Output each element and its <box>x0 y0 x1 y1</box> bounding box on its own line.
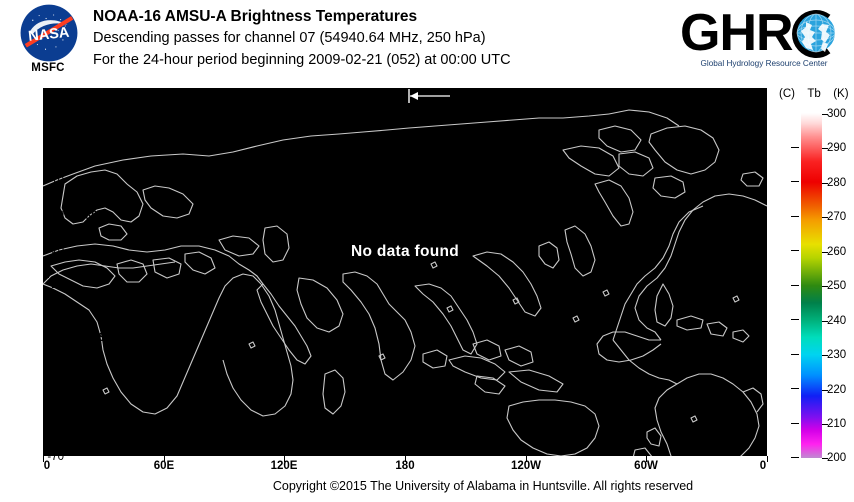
cb-left-label-20: 20 <box>51 141 64 153</box>
nasa-center-label: MSFC <box>31 62 65 74</box>
ghrc-logo: GHR Global Hydrology Resource Center <box>680 4 846 78</box>
nasa-meatball-icon: NASA <box>20 4 78 62</box>
map-panel: No data found <box>43 88 767 456</box>
cb-right-label-240: 240 <box>827 315 847 327</box>
svg-text:NASA: NASA <box>28 25 71 45</box>
cb-left-tick-m30 <box>791 319 799 320</box>
cb-right-tick-230 <box>822 355 828 356</box>
x-label-60E: 60E <box>153 460 175 472</box>
cb-right-tick-270 <box>822 217 828 218</box>
y-label-EQ: EQ <box>89 271 106 283</box>
copyright-text: Copyright ©2015 The University of Alabam… <box>272 479 694 493</box>
cb-left-tick-m50 <box>791 388 799 389</box>
left-arrow-marker-icon <box>406 89 452 105</box>
cb-left-label-m70: -70 <box>47 451 64 463</box>
page-title-block: NOAA-16 AMSU-A Brightness Temperatures D… <box>93 6 673 71</box>
y-tick-60N <box>43 155 49 156</box>
x-tick-0-right <box>767 456 768 462</box>
cb-right-tick-300 <box>822 114 828 115</box>
coastline-overlay <box>43 109 767 456</box>
cb-right-label-260: 260 <box>827 246 847 258</box>
cb-left-label-0: 0 <box>57 210 64 222</box>
y-tick-EQ <box>43 277 49 278</box>
x-label-60W: 60W <box>634 460 658 472</box>
x-label-120E: 120E <box>270 460 298 472</box>
cb-left-label-m60: -60 <box>47 417 64 429</box>
x-tick-120W <box>526 456 527 462</box>
cb-right-label-200: 200 <box>827 452 847 464</box>
x-label-180: 180 <box>395 460 415 472</box>
cb-left-tick-m20 <box>791 285 799 286</box>
nasa-msfc-logo: NASA MSFC <box>12 4 84 84</box>
cb-left-label-m40: -40 <box>47 348 64 360</box>
y-label-30S: 30S <box>85 332 106 344</box>
cb-right-tick-220 <box>822 390 828 391</box>
colorbar-gradient <box>801 113 822 458</box>
x-tick-180 <box>405 456 406 462</box>
cb-left-label-m20: -20 <box>47 279 64 291</box>
map-plot-area[interactable]: No data found <box>43 88 767 456</box>
cb-right-tick-210 <box>822 424 828 425</box>
x-label-0: 0 <box>43 460 51 472</box>
colorbar-header: (C) Tb (K) <box>779 88 849 100</box>
y-tick-60S <box>43 399 49 400</box>
cb-left-tick-m40 <box>791 354 799 355</box>
cb-left-tick-10 <box>791 181 799 182</box>
cb-right-label-230: 230 <box>827 349 847 361</box>
cb-right-tick-240 <box>822 321 828 322</box>
svg-text:GHR: GHR <box>682 4 793 60</box>
cb-left-tick-0 <box>791 216 799 217</box>
colorbar-unit-kelvin: (K) <box>833 88 849 100</box>
cb-right-label-210: 210 <box>827 418 847 430</box>
cb-left-label-10: 10 <box>51 175 64 187</box>
copyright-notice: Copyright ©2015 The University of Alabam… <box>0 479 854 493</box>
cb-left-label-m50: -50 <box>47 382 64 394</box>
cb-right-label-300: 300 <box>827 108 847 120</box>
ghrc-tagline: Global Hydrology Resource Center <box>700 59 828 68</box>
y-label-60S: 60S <box>85 393 106 405</box>
y-tick-30N <box>43 216 49 217</box>
x-tick-60E <box>164 456 165 462</box>
y-tick-30S <box>43 338 49 339</box>
x-tick-60W <box>646 456 647 462</box>
cb-right-tick-250 <box>822 286 828 287</box>
ghrc-wordmark-icon: GHR <box>680 4 846 62</box>
cb-left-label-m10: -10 <box>47 244 64 256</box>
cb-left-tick-m60 <box>791 423 799 424</box>
cb-right-tick-260 <box>822 252 828 253</box>
colorbar-unit-celsius: (C) <box>779 88 795 100</box>
cb-right-tick-280 <box>822 183 828 184</box>
x-tick-120E <box>284 456 285 462</box>
cb-right-label-250: 250 <box>827 280 847 292</box>
page-title: NOAA-16 AMSU-A Brightness Temperatures <box>93 8 418 25</box>
cb-left-tick-20 <box>791 147 799 148</box>
cb-left-tick-m10 <box>791 250 799 251</box>
y-label-30N: 30N <box>84 210 106 222</box>
cb-right-label-290: 290 <box>827 142 847 154</box>
cb-right-label-270: 270 <box>827 211 847 223</box>
no-data-message: No data found <box>350 243 460 260</box>
cb-left-label-m30: -30 <box>47 313 64 325</box>
x-label-0-right: 0 <box>759 460 767 472</box>
cb-right-tick-200 <box>822 458 828 459</box>
cb-left-tick-m70 <box>791 457 799 458</box>
x-label-120W: 120W <box>510 460 542 472</box>
cb-right-tick-290 <box>822 148 828 149</box>
page-subtitle-period: For the 24-hour period beginning 2009-02… <box>93 52 511 68</box>
x-tick-0 <box>43 456 44 462</box>
cb-right-label-220: 220 <box>827 384 847 396</box>
cb-right-label-280: 280 <box>827 177 847 189</box>
page-subtitle-channel: Descending passes for channel 07 (54940.… <box>93 30 486 46</box>
colorbar-quantity-label: Tb <box>807 88 821 100</box>
y-label-60N: 60N <box>84 149 106 161</box>
